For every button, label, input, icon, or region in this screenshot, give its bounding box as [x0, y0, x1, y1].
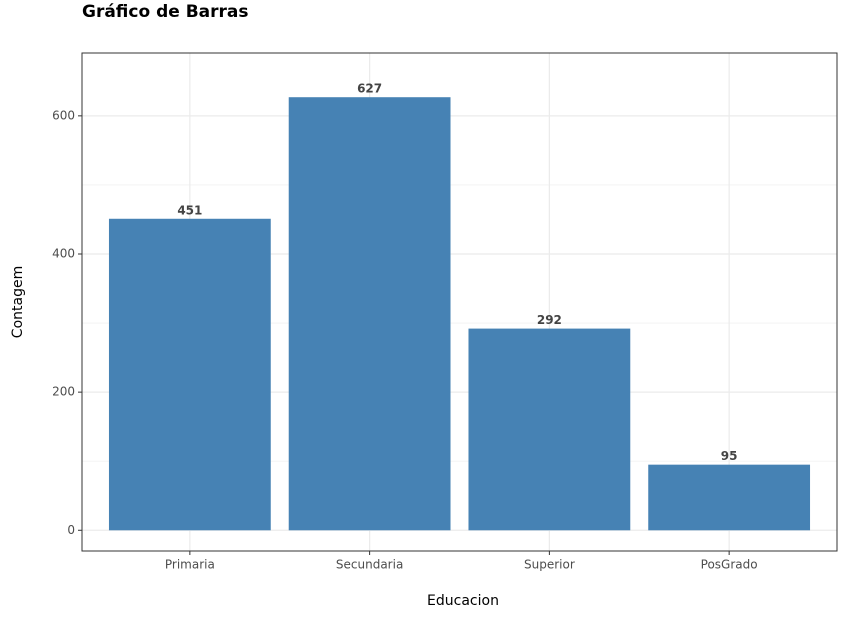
bar [288, 97, 451, 531]
bar [648, 464, 811, 531]
x-axis-title: Educacion [427, 593, 499, 609]
y-tick-label: 0 [67, 523, 75, 537]
y-tick-label: 400 [52, 246, 75, 260]
x-tick-label: PosGrado [701, 558, 758, 572]
y-tick-label: 200 [52, 385, 75, 399]
value-label: 627 [357, 82, 382, 96]
value-label: 451 [177, 203, 202, 217]
chart-title: Gráfico de Barras [82, 2, 249, 22]
bar [468, 328, 631, 531]
y-axis-title: Contagem [10, 266, 26, 338]
panel-border [81, 52, 838, 552]
value-label: 95 [721, 449, 738, 463]
x-tick-label: Superior [524, 558, 575, 572]
value-label: 292 [537, 313, 562, 327]
y-tick-label: 600 [52, 108, 75, 122]
bar [108, 218, 271, 531]
x-tick-label: Primaria [165, 558, 215, 572]
x-tick-label: Secundaria [336, 558, 403, 572]
